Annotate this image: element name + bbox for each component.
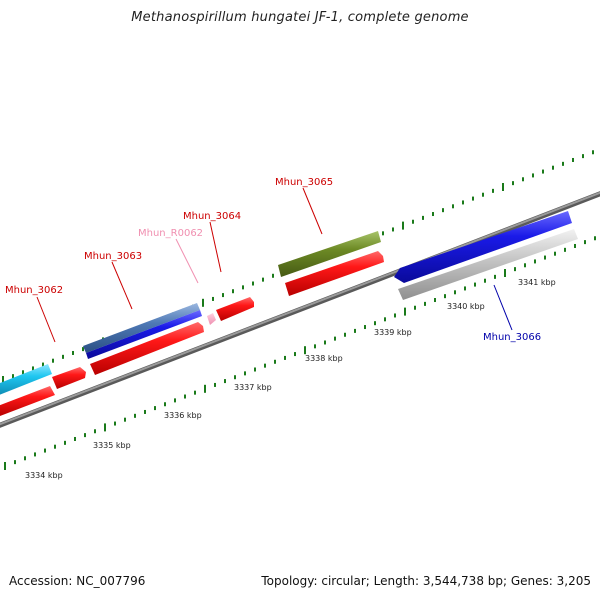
gene-label-mhun-3063[interactable]: Mhun_3063 xyxy=(84,251,142,262)
gene-label-mhun-3062[interactable]: Mhun_3062 xyxy=(5,285,63,296)
scale-labels: 3334 kbp 3335 kbp 3336 kbp 3337 kbp 3338… xyxy=(25,278,556,480)
topology-summary: Topology: circular; Length: 3,544,738 bp… xyxy=(261,574,591,588)
rna-mhun-r0062[interactable] xyxy=(207,313,216,325)
gene-label-mhun-r0062[interactable]: Mhun_R0062 xyxy=(138,228,203,239)
scale-label-3337: 3337 kbp xyxy=(234,383,272,392)
scale-label-3340: 3340 kbp xyxy=(447,302,485,311)
backbone-highlight xyxy=(0,191,600,426)
gene-label-mhun-3065[interactable]: Mhun_3065 xyxy=(275,177,333,188)
scale-label-3341: 3341 kbp xyxy=(518,278,556,287)
cds-mhun-3065[interactable] xyxy=(278,231,381,277)
genome-backbone xyxy=(0,191,600,428)
cds-blue-3066[interactable] xyxy=(394,211,572,283)
cds-mhun-3064[interactable] xyxy=(216,297,254,321)
accession-text: Accession: NC_007796 xyxy=(9,574,146,588)
leader-line-mhun-3064 xyxy=(209,221,222,273)
cds-red-3063[interactable] xyxy=(90,322,204,375)
gene-label-mhun-3066[interactable]: Mhun_3066 xyxy=(483,332,541,343)
cds-blue-3063[interactable] xyxy=(86,310,202,359)
cds-steel-3063[interactable] xyxy=(83,303,200,353)
scale-label-3334: 3334 kbp xyxy=(25,471,63,480)
cds-mhun-3066[interactable] xyxy=(398,229,578,300)
leader-line-mhun-3065 xyxy=(302,187,323,235)
scale-label-3338: 3338 kbp xyxy=(305,354,343,363)
scale-label-3339: 3339 kbp xyxy=(374,328,412,337)
leader-line-mhun-3066 xyxy=(493,284,513,331)
leader-line-mhun-3063 xyxy=(111,261,133,310)
map-title: Methanospirillum hungatei JF-1, complete… xyxy=(131,10,469,25)
cds-red-3065[interactable] xyxy=(285,251,384,296)
scale-label-3335: 3335 kbp xyxy=(93,441,131,450)
cds-mhun-3062[interactable] xyxy=(52,367,86,389)
scale-label-3336: 3336 kbp xyxy=(164,411,202,420)
gene-label-mhun-3064[interactable]: Mhun_3064 xyxy=(183,211,241,222)
leader-line-mhun-3062 xyxy=(36,296,56,343)
gene-labels: Mhun_3062 Mhun_3063 Mhun_R0062 Mhun_3064… xyxy=(5,177,541,343)
cds-red-left[interactable] xyxy=(0,386,55,416)
leader-line-mhun-r0062 xyxy=(175,238,199,284)
cds-cyan-left[interactable] xyxy=(0,364,52,395)
features[interactable] xyxy=(0,211,578,416)
inner-tick-row xyxy=(4,236,596,470)
